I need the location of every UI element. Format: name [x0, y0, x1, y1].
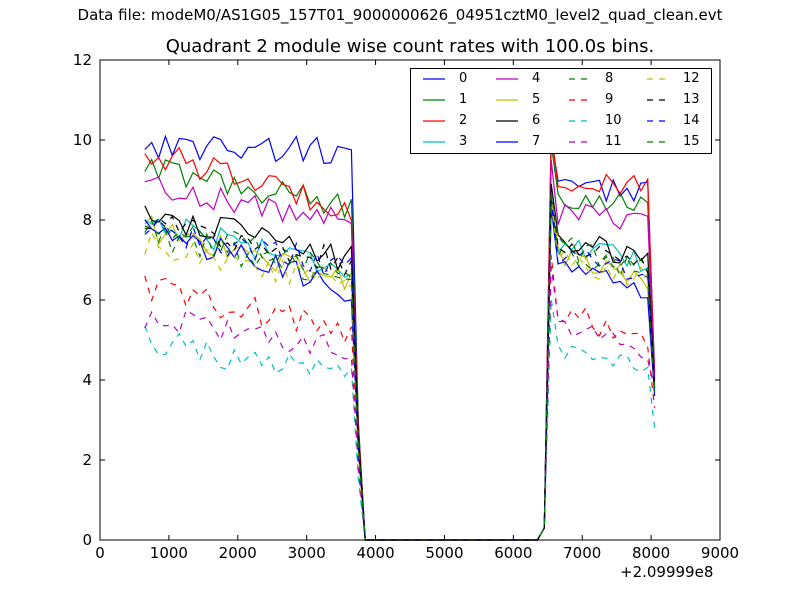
x-tick-label: 4000 — [356, 544, 394, 562]
x-tick-label: 5000 — [425, 544, 463, 562]
legend-label: 9 — [605, 92, 614, 107]
series-line-1 — [144, 144, 656, 541]
legend-swatch — [647, 141, 669, 143]
series-line-11 — [144, 266, 656, 541]
x-axis-offset-label: +2.09999e8 — [620, 563, 714, 581]
legend-swatch — [496, 78, 518, 80]
y-tick-label: 0 — [82, 531, 92, 549]
legend-label: 2 — [459, 113, 468, 128]
chart-title: Quadrant 2 module wise count rates with … — [165, 36, 655, 57]
legend-swatch — [423, 141, 445, 143]
series-line-9 — [144, 255, 656, 541]
x-tick-label: 2000 — [219, 544, 257, 562]
series-line-0 — [144, 134, 656, 541]
legend-swatch — [569, 78, 591, 80]
legend-swatch — [569, 141, 591, 143]
series-line-3 — [144, 192, 656, 541]
legend-swatch — [423, 120, 445, 122]
legend-label: 0 — [459, 71, 468, 86]
series-line-12 — [144, 202, 656, 541]
y-tick-label: 2 — [82, 451, 92, 469]
figure-data-file-title: Data file: modeM0/AS1G05_157T01_90000006… — [77, 6, 723, 24]
x-tick-label: 6000 — [494, 544, 532, 562]
x-tick-label: 7000 — [563, 544, 601, 562]
legend-label: 1 — [459, 92, 468, 107]
legend-label: 6 — [532, 113, 541, 128]
legend-label: 4 — [532, 71, 541, 86]
series-line-4 — [144, 160, 656, 541]
legend-swatch — [569, 99, 591, 101]
y-tick-label: 10 — [73, 131, 92, 149]
legend-swatch — [496, 99, 518, 101]
x-tick-label: 8000 — [632, 544, 670, 562]
x-tick-label: 0 — [95, 544, 105, 562]
y-tick-label: 4 — [82, 371, 92, 389]
legend-swatch — [423, 99, 445, 101]
legend-swatch — [647, 120, 669, 122]
series-line-14 — [144, 198, 656, 541]
legend-swatch — [569, 120, 591, 122]
legend-label: 14 — [683, 113, 700, 128]
series-line-8 — [144, 195, 656, 541]
y-tick-label: 8 — [82, 211, 92, 229]
legend-swatch — [647, 99, 669, 101]
series-line-13 — [144, 186, 656, 541]
legend: 0 1 2 3 4 5 6 7 8 9 10 11 12 13 14 15 — [410, 68, 712, 154]
series-line-2 — [144, 132, 656, 541]
legend-label: 8 — [605, 71, 614, 86]
legend-swatch — [496, 141, 518, 143]
legend-label: 11 — [605, 134, 622, 149]
y-tick-label: 6 — [82, 291, 92, 309]
x-tick-label: 9000 — [701, 544, 739, 562]
legend-swatch — [423, 78, 445, 80]
series-line-15 — [144, 190, 656, 541]
legend-label: 5 — [532, 92, 541, 107]
legend-label: 10 — [605, 113, 622, 128]
legend-label: 12 — [683, 71, 700, 86]
axis-ticks: 0 1000 2000 3000 4000 5000 6000 7000 8000 9000 0 2 4… — [73, 51, 739, 562]
legend-label: 13 — [683, 92, 700, 107]
legend-label: 15 — [683, 134, 700, 149]
series-layer — [144, 132, 656, 541]
legend-swatch — [496, 120, 518, 122]
y-tick-label: 12 — [73, 51, 92, 69]
series-line-10 — [144, 299, 656, 541]
series-line-5 — [144, 199, 656, 541]
legend-label: 3 — [459, 134, 468, 149]
legend-swatch — [647, 78, 669, 80]
series-line-6 — [144, 183, 656, 541]
legend-label: 7 — [532, 134, 541, 149]
x-tick-label: 3000 — [288, 544, 326, 562]
x-tick-label: 1000 — [150, 544, 188, 562]
